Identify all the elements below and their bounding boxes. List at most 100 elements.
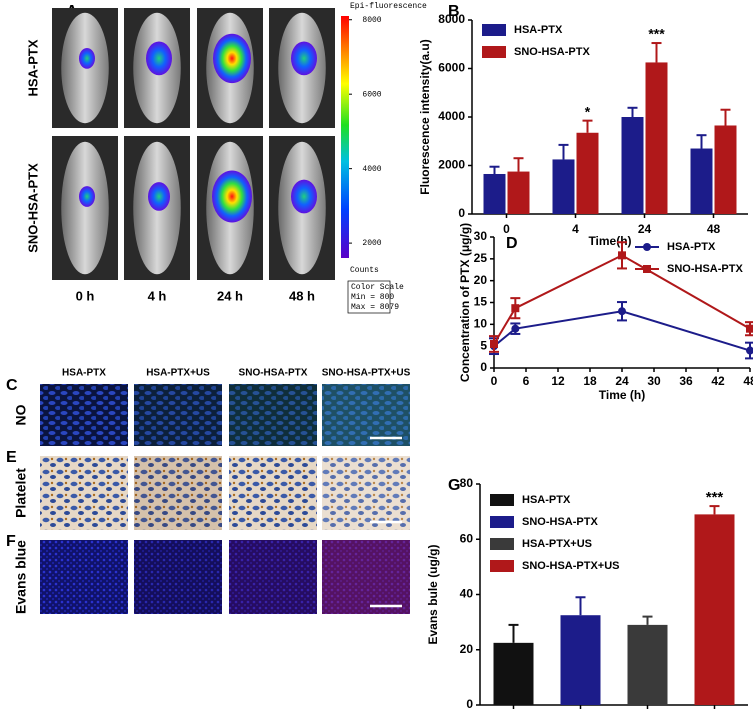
y-tick-label: 6000: [438, 61, 465, 75]
fluorescence-signal: [148, 182, 170, 211]
marker: [618, 307, 626, 316]
micrograph: [322, 540, 410, 614]
x-tick-label: 24: [615, 374, 629, 388]
y-tick-label: 8000: [438, 12, 465, 26]
colorbar-tick-label: 2000: [362, 239, 381, 248]
x-tick-label: 48: [743, 374, 753, 388]
bar: [690, 148, 713, 214]
y-axis-label: Concentration of PTX (μg/g): [458, 223, 472, 382]
bar: [552, 159, 575, 214]
x-tick-label: 0: [491, 374, 498, 388]
x-tick-label: 0: [503, 222, 510, 236]
y-tick-label: 15: [474, 295, 488, 309]
colorbar-unit: Counts: [350, 266, 379, 275]
micrograph: [40, 456, 128, 530]
colorbar-tick-label: 4000: [362, 165, 381, 174]
fluorescence-signal: [79, 186, 95, 207]
legend-swatch: [482, 24, 506, 36]
panel-label: G: [448, 477, 460, 494]
marker: [511, 304, 520, 313]
x-axis-label: Time(h): [588, 234, 631, 248]
micrograph: [229, 540, 317, 614]
y-tick-label: 20: [474, 273, 488, 287]
bar: [645, 62, 668, 214]
significance-label: ***: [706, 489, 724, 506]
row-label: Evans blue: [13, 540, 29, 614]
panel-label: F: [6, 533, 16, 550]
marker: [490, 339, 498, 348]
marker: [643, 243, 651, 251]
micrograph: [134, 456, 222, 530]
mouse-body: [61, 141, 109, 275]
marker: [643, 265, 651, 273]
y-tick-label: 5: [480, 338, 487, 352]
micrograph-tint: [134, 540, 222, 614]
legend-label: HSA-PTX: [514, 24, 563, 36]
micrograph-tint: [322, 384, 410, 446]
micrograph: [229, 384, 317, 446]
legend-label: HSA-PTX+US: [522, 538, 592, 550]
column-label: HSA-PTX: [62, 368, 106, 379]
micrograph-tint: [322, 456, 410, 530]
micrograph: [134, 540, 222, 614]
y-tick-label: 80: [460, 476, 474, 490]
marker: [746, 346, 753, 355]
row-label: HSA-PTX: [25, 39, 40, 96]
colorscale-min: Min = 800: [351, 293, 394, 302]
colorbar-tick-label: 6000: [362, 90, 381, 99]
colorbar: [341, 16, 349, 258]
micrograph-tint: [322, 540, 410, 614]
bar: [493, 642, 534, 705]
column-label: SNO-HSA-PTX: [239, 368, 308, 379]
bar: [621, 117, 644, 214]
fluorescence-signal: [291, 179, 317, 214]
bar: [694, 514, 735, 705]
column-label: 48 h: [289, 288, 315, 303]
legend-swatch: [490, 538, 514, 550]
micrograph: [40, 540, 128, 614]
legend-label: HSA-PTX: [667, 241, 716, 253]
y-tick-label: 2000: [438, 158, 465, 172]
x-axis-label: Time (h): [599, 388, 645, 402]
colorscale-title: Color Scale: [351, 283, 404, 292]
bar: [714, 125, 737, 214]
x-tick-label: 30: [647, 374, 661, 388]
bar: [560, 615, 601, 705]
colorbar-tick-label: 8000: [362, 16, 381, 25]
column-label: 4 h: [148, 288, 167, 303]
bar: [507, 171, 530, 214]
y-tick-label: 0: [480, 360, 487, 374]
fluorescence-signal: [213, 33, 251, 84]
row-label: SNO-HSA-PTX: [25, 163, 40, 253]
column-label: SNO-HSA-PTX+US: [322, 368, 411, 379]
significance-label: *: [585, 103, 591, 119]
y-tick-label: 4000: [438, 109, 465, 123]
micrograph: [322, 456, 410, 530]
y-tick-label: 10: [474, 317, 488, 331]
x-tick-label: 18: [583, 374, 597, 388]
row-label: Platelet: [13, 468, 29, 518]
marker: [511, 324, 520, 333]
panel-label: E: [6, 449, 17, 466]
legend-label: SNO-HSA-PTX+US: [522, 560, 620, 572]
x-tick-label: 12: [551, 374, 565, 388]
y-tick-label: 60: [460, 531, 474, 545]
panel-label: B: [448, 3, 460, 20]
y-tick-label: 25: [474, 251, 488, 265]
legend-swatch: [490, 560, 514, 572]
colorscale-box: [347, 280, 391, 314]
legend-label: SNO-HSA-PTX: [522, 516, 598, 528]
y-axis-label: Evans bule (ug/g): [426, 544, 440, 644]
bar: [483, 173, 506, 214]
micrograph-tint: [134, 384, 222, 446]
micrograph-tint: [134, 456, 222, 530]
colorscale-max: Max = 8079: [351, 303, 399, 312]
significance-label: ***: [648, 26, 665, 42]
bar: [627, 624, 668, 705]
micrograph: [40, 384, 128, 446]
y-tick-label: 20: [460, 642, 474, 656]
legend-label: SNO-HSA-PTX: [667, 263, 743, 275]
y-tick-label: 0: [458, 206, 465, 220]
legend-label: SNO-HSA-PTX: [514, 46, 590, 58]
